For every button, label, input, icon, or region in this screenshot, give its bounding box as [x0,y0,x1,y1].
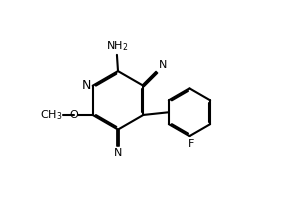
Text: N: N [82,79,91,92]
Text: NH$_2$: NH$_2$ [106,39,128,53]
Text: CH$_3$: CH$_3$ [40,108,62,122]
Text: F: F [187,139,194,149]
Text: N: N [114,148,122,158]
Text: O: O [69,110,78,120]
Text: N: N [159,60,167,70]
